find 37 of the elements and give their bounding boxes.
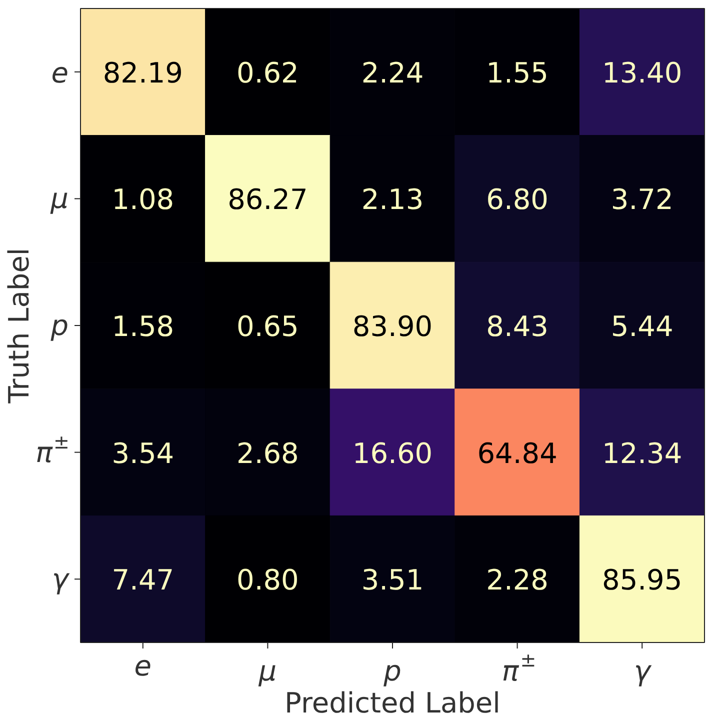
x-tick-label: π±	[502, 650, 536, 688]
data-label: 0.65	[236, 310, 299, 343]
data-label: 8.43	[486, 310, 548, 343]
data-label: 0.80	[236, 564, 299, 597]
x-tick-label: μ	[258, 654, 277, 688]
data-label: 85.95	[602, 564, 682, 597]
data-label: 5.44	[610, 310, 674, 343]
data-label: 3.72	[610, 183, 674, 216]
data-label: 16.60	[352, 436, 433, 470]
y-tick-label: p	[50, 309, 69, 342]
data-label: 64.84	[477, 436, 558, 470]
x-tick-label: γ	[634, 654, 652, 688]
data-label: 2.28	[486, 564, 548, 597]
y-tick-label: π±	[36, 431, 70, 469]
data-label: 1.58	[112, 310, 174, 343]
data-label: 2.13	[361, 183, 424, 216]
data-label: 1.08	[112, 183, 174, 216]
data-label: 7.47	[112, 564, 174, 597]
data-label: 86.27	[228, 183, 308, 216]
data-label: 1.55	[486, 56, 548, 90]
y-tick-label: μ	[50, 182, 69, 216]
data-label: 83.90	[352, 310, 433, 343]
data-label: 13.40	[602, 56, 682, 90]
data-label: 6.80	[486, 183, 548, 216]
y-tick-label: γ	[52, 562, 70, 596]
data-label: 82.19	[102, 56, 183, 90]
data-label: 12.34	[602, 436, 682, 470]
y-axis-title: Truth Label	[2, 248, 36, 404]
data-label: 3.51	[361, 564, 424, 597]
x-axis-title: Predicted Label	[284, 686, 500, 720]
x-tick-label: e	[134, 650, 152, 682]
y-tick-label: e	[51, 56, 69, 90]
x-tick-label: p	[382, 654, 402, 688]
data-label: 3.54	[112, 436, 174, 470]
data-label: 2.24	[361, 56, 424, 90]
data-label: 2.68	[236, 436, 299, 470]
data-label: 0.62	[236, 56, 299, 90]
